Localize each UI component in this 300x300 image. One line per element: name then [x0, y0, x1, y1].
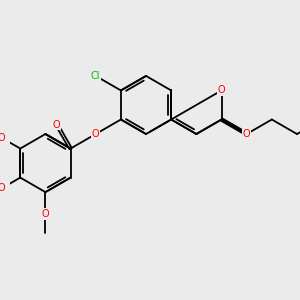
Text: Cl: Cl — [91, 71, 100, 81]
Text: O: O — [53, 120, 61, 130]
Text: O: O — [243, 129, 250, 139]
Text: O: O — [0, 184, 5, 194]
Text: O: O — [92, 129, 100, 139]
Text: O: O — [42, 209, 49, 219]
Text: O: O — [0, 133, 5, 143]
Text: O: O — [218, 85, 225, 95]
